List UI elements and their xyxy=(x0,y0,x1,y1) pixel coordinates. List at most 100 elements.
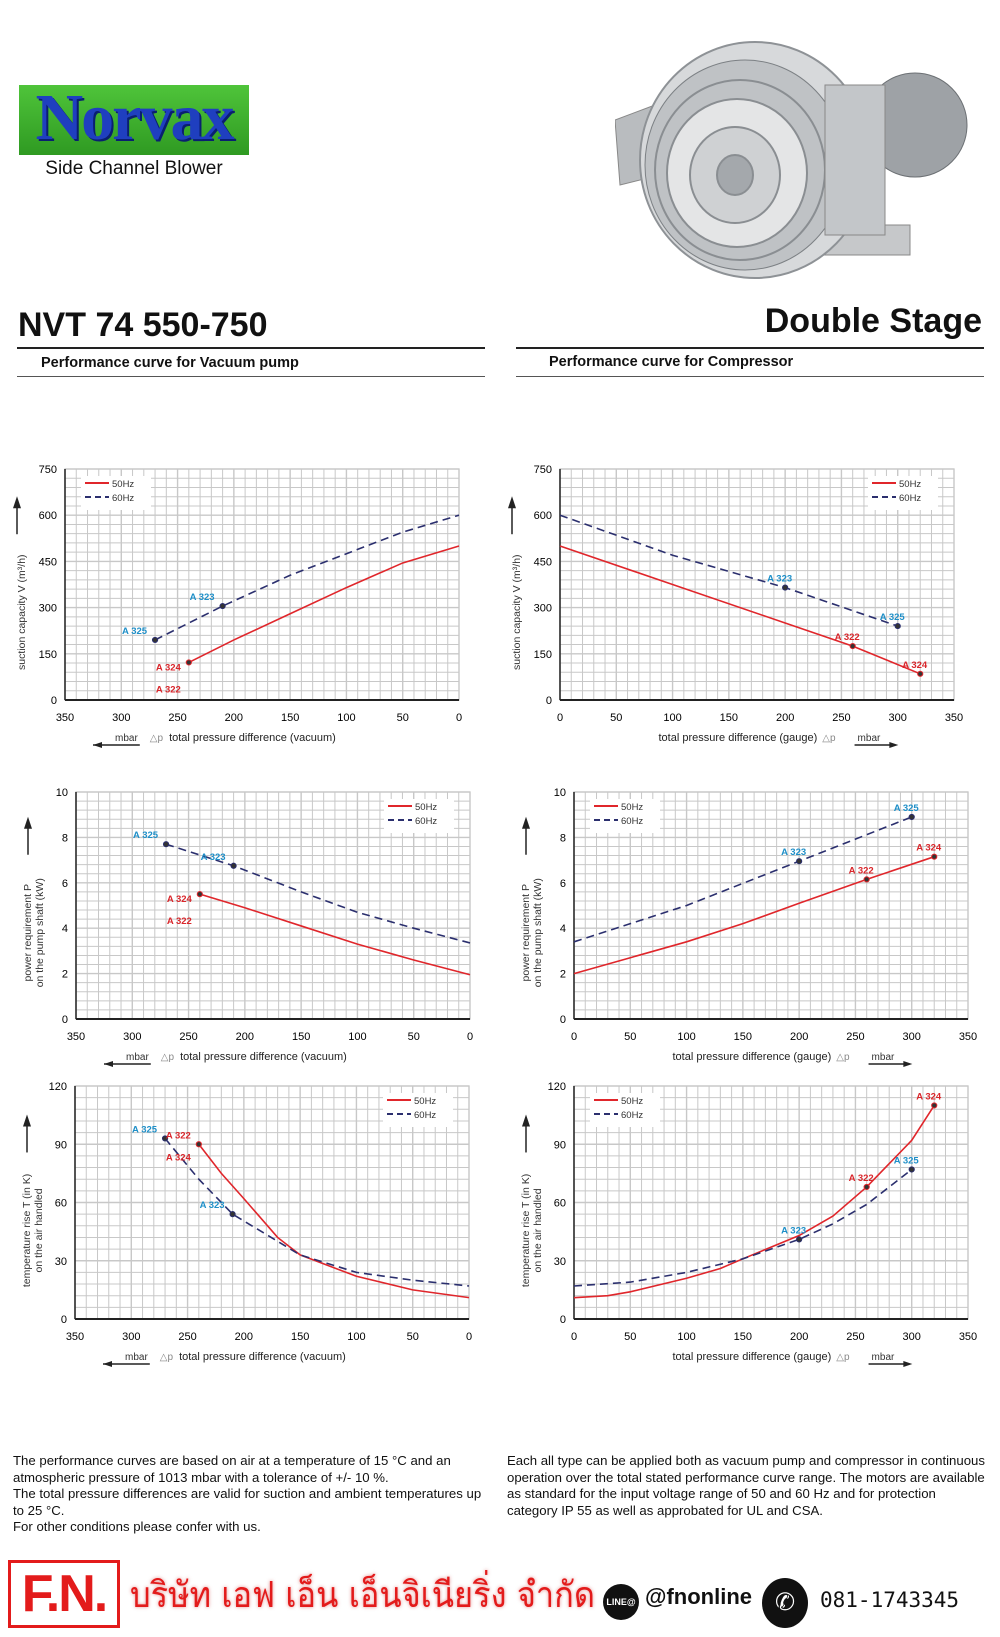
x-tick-label: 200 xyxy=(776,712,794,724)
y-axis-arrowhead xyxy=(522,1114,530,1127)
delta-p-symbol: △p xyxy=(836,1352,850,1363)
legend-label: 60Hz xyxy=(415,816,437,827)
x-tick-label: 300 xyxy=(903,1331,921,1343)
divider xyxy=(17,347,485,349)
line-icon: LINE@ xyxy=(603,1584,639,1620)
data-point-label: A 322 xyxy=(167,916,192,927)
x-axis-label: total pressure difference (vacuum) xyxy=(179,1351,346,1363)
data-point-label: A 325 xyxy=(132,1124,158,1135)
unit-label: mbar xyxy=(125,1352,148,1363)
data-point-marker xyxy=(908,813,915,821)
x-tick-label: 0 xyxy=(571,1031,577,1043)
x-tick-label: 150 xyxy=(291,1331,309,1343)
x-axis-arrowhead xyxy=(903,1361,913,1367)
unit-label: mbar xyxy=(872,1352,895,1363)
divider xyxy=(516,347,984,349)
x-tick-label: 50 xyxy=(624,1031,636,1043)
y-axis-arrowhead xyxy=(508,496,516,509)
x-tick-label: 250 xyxy=(179,1031,197,1043)
data-point-marker xyxy=(863,1183,870,1191)
y-tick-label: 30 xyxy=(554,1256,566,1268)
legend-label: 50Hz xyxy=(414,1096,436,1107)
data-point-marker xyxy=(229,1211,236,1218)
x-tick-label: 350 xyxy=(959,1331,977,1343)
divider xyxy=(17,376,485,377)
y-axis-label: suction capacity V (m³/h) xyxy=(511,554,523,670)
data-point-label: A 325 xyxy=(133,830,159,841)
y-axis-label: on the air handled xyxy=(532,1188,544,1272)
x-tick-label: 150 xyxy=(734,1031,752,1043)
legend-box xyxy=(590,1093,660,1127)
x-axis-arrowhead xyxy=(93,742,102,748)
x-tick-label: 200 xyxy=(790,1331,808,1343)
series-line-60Hz xyxy=(573,1168,913,1287)
y-tick-label: 2 xyxy=(560,969,566,981)
y-axis-label: power requirement P xyxy=(520,884,532,981)
x-tick-label: 250 xyxy=(178,1331,196,1343)
x-tick-label: 50 xyxy=(610,712,622,724)
data-point-label: A 324 xyxy=(167,894,193,905)
note-line: The performance curves are based on air … xyxy=(13,1453,451,1485)
x-axis-arrowhead xyxy=(103,1361,112,1367)
data-point-marker xyxy=(161,1135,169,1142)
x-tick-label: 100 xyxy=(348,1031,366,1043)
norvax-logo xyxy=(19,85,249,155)
y-axis-label: on the pump shaft (kW) xyxy=(34,878,46,987)
y-tick-label: 10 xyxy=(554,787,566,799)
vacuum-temperature-chart: 0 30 60 90 120 350 300 250 200 150 100 50 0 temperatu… xyxy=(21,1081,472,1367)
y-tick-label: 90 xyxy=(55,1139,67,1151)
x-tick-label: 200 xyxy=(235,1331,253,1343)
unit-label: mbar xyxy=(126,1052,149,1063)
x-tick-label: 250 xyxy=(832,712,850,724)
x-axis-label: total pressure difference (gauge) xyxy=(659,732,818,744)
y-tick-label: 0 xyxy=(61,1314,67,1326)
x-axis-label: total pressure difference (vacuum) xyxy=(180,1051,347,1063)
y-tick-label: 120 xyxy=(49,1081,67,1093)
series-line-50Hz xyxy=(559,545,921,675)
data-point-marker xyxy=(894,622,901,630)
data-point-marker xyxy=(782,584,789,591)
y-tick-label: 4 xyxy=(560,923,566,935)
line-id[interactable]: @fnonline xyxy=(645,1584,752,1609)
x-tick-label: 50 xyxy=(408,1031,420,1043)
y-tick-label: 8 xyxy=(62,832,68,844)
phone-number[interactable]: 081-1743345 xyxy=(820,1588,960,1612)
y-tick-label: 750 xyxy=(534,464,552,476)
x-tick-label: 300 xyxy=(123,1031,141,1043)
vacuum-capacity-chart: 0 150 300 450 600 750 350 300 250 200 150 100 50 0 suc… xyxy=(13,464,462,748)
data-point-label: A 323 xyxy=(201,852,226,863)
legend-label: 60Hz xyxy=(899,493,921,504)
x-tick-label: 150 xyxy=(292,1031,310,1043)
y-tick-label: 60 xyxy=(55,1198,67,1210)
x-axis-label: total pressure difference (gauge) xyxy=(673,1051,832,1063)
y-tick-label: 2 xyxy=(62,969,68,981)
data-point-label: A 325 xyxy=(122,626,148,637)
y-axis-arrowhead xyxy=(13,496,21,509)
x-tick-label: 200 xyxy=(236,1031,254,1043)
series-line-50Hz xyxy=(188,545,460,664)
legend-label: 50Hz xyxy=(621,1096,643,1107)
y-tick-label: 6 xyxy=(62,878,68,890)
data-point-label: A 323 xyxy=(200,1200,225,1211)
y-axis-label: temperature rise T (in K) xyxy=(520,1174,532,1287)
series-line-60Hz xyxy=(559,514,898,627)
divider xyxy=(516,376,984,377)
x-tick-label: 250 xyxy=(846,1031,864,1043)
data-point-label: A 322 xyxy=(166,1130,191,1141)
y-tick-label: 8 xyxy=(560,832,566,844)
data-point-label: A 324 xyxy=(156,662,182,673)
data-point-marker xyxy=(863,876,870,883)
y-tick-label: 4 xyxy=(62,923,68,935)
fn-logo: F.N. xyxy=(8,1560,120,1628)
x-tick-label: 350 xyxy=(67,1031,85,1043)
legend-box xyxy=(81,476,151,510)
x-tick-label: 100 xyxy=(663,712,681,724)
x-axis-label: total pressure difference (vacuum) xyxy=(169,732,336,744)
x-tick-label: 0 xyxy=(456,712,462,724)
model-title: NVT 74 550-750 xyxy=(18,306,268,344)
y-axis-arrowhead xyxy=(23,1114,31,1127)
data-point-label: A 323 xyxy=(781,1225,806,1236)
blower-image xyxy=(615,41,968,279)
data-point-label: A 325 xyxy=(894,803,920,814)
